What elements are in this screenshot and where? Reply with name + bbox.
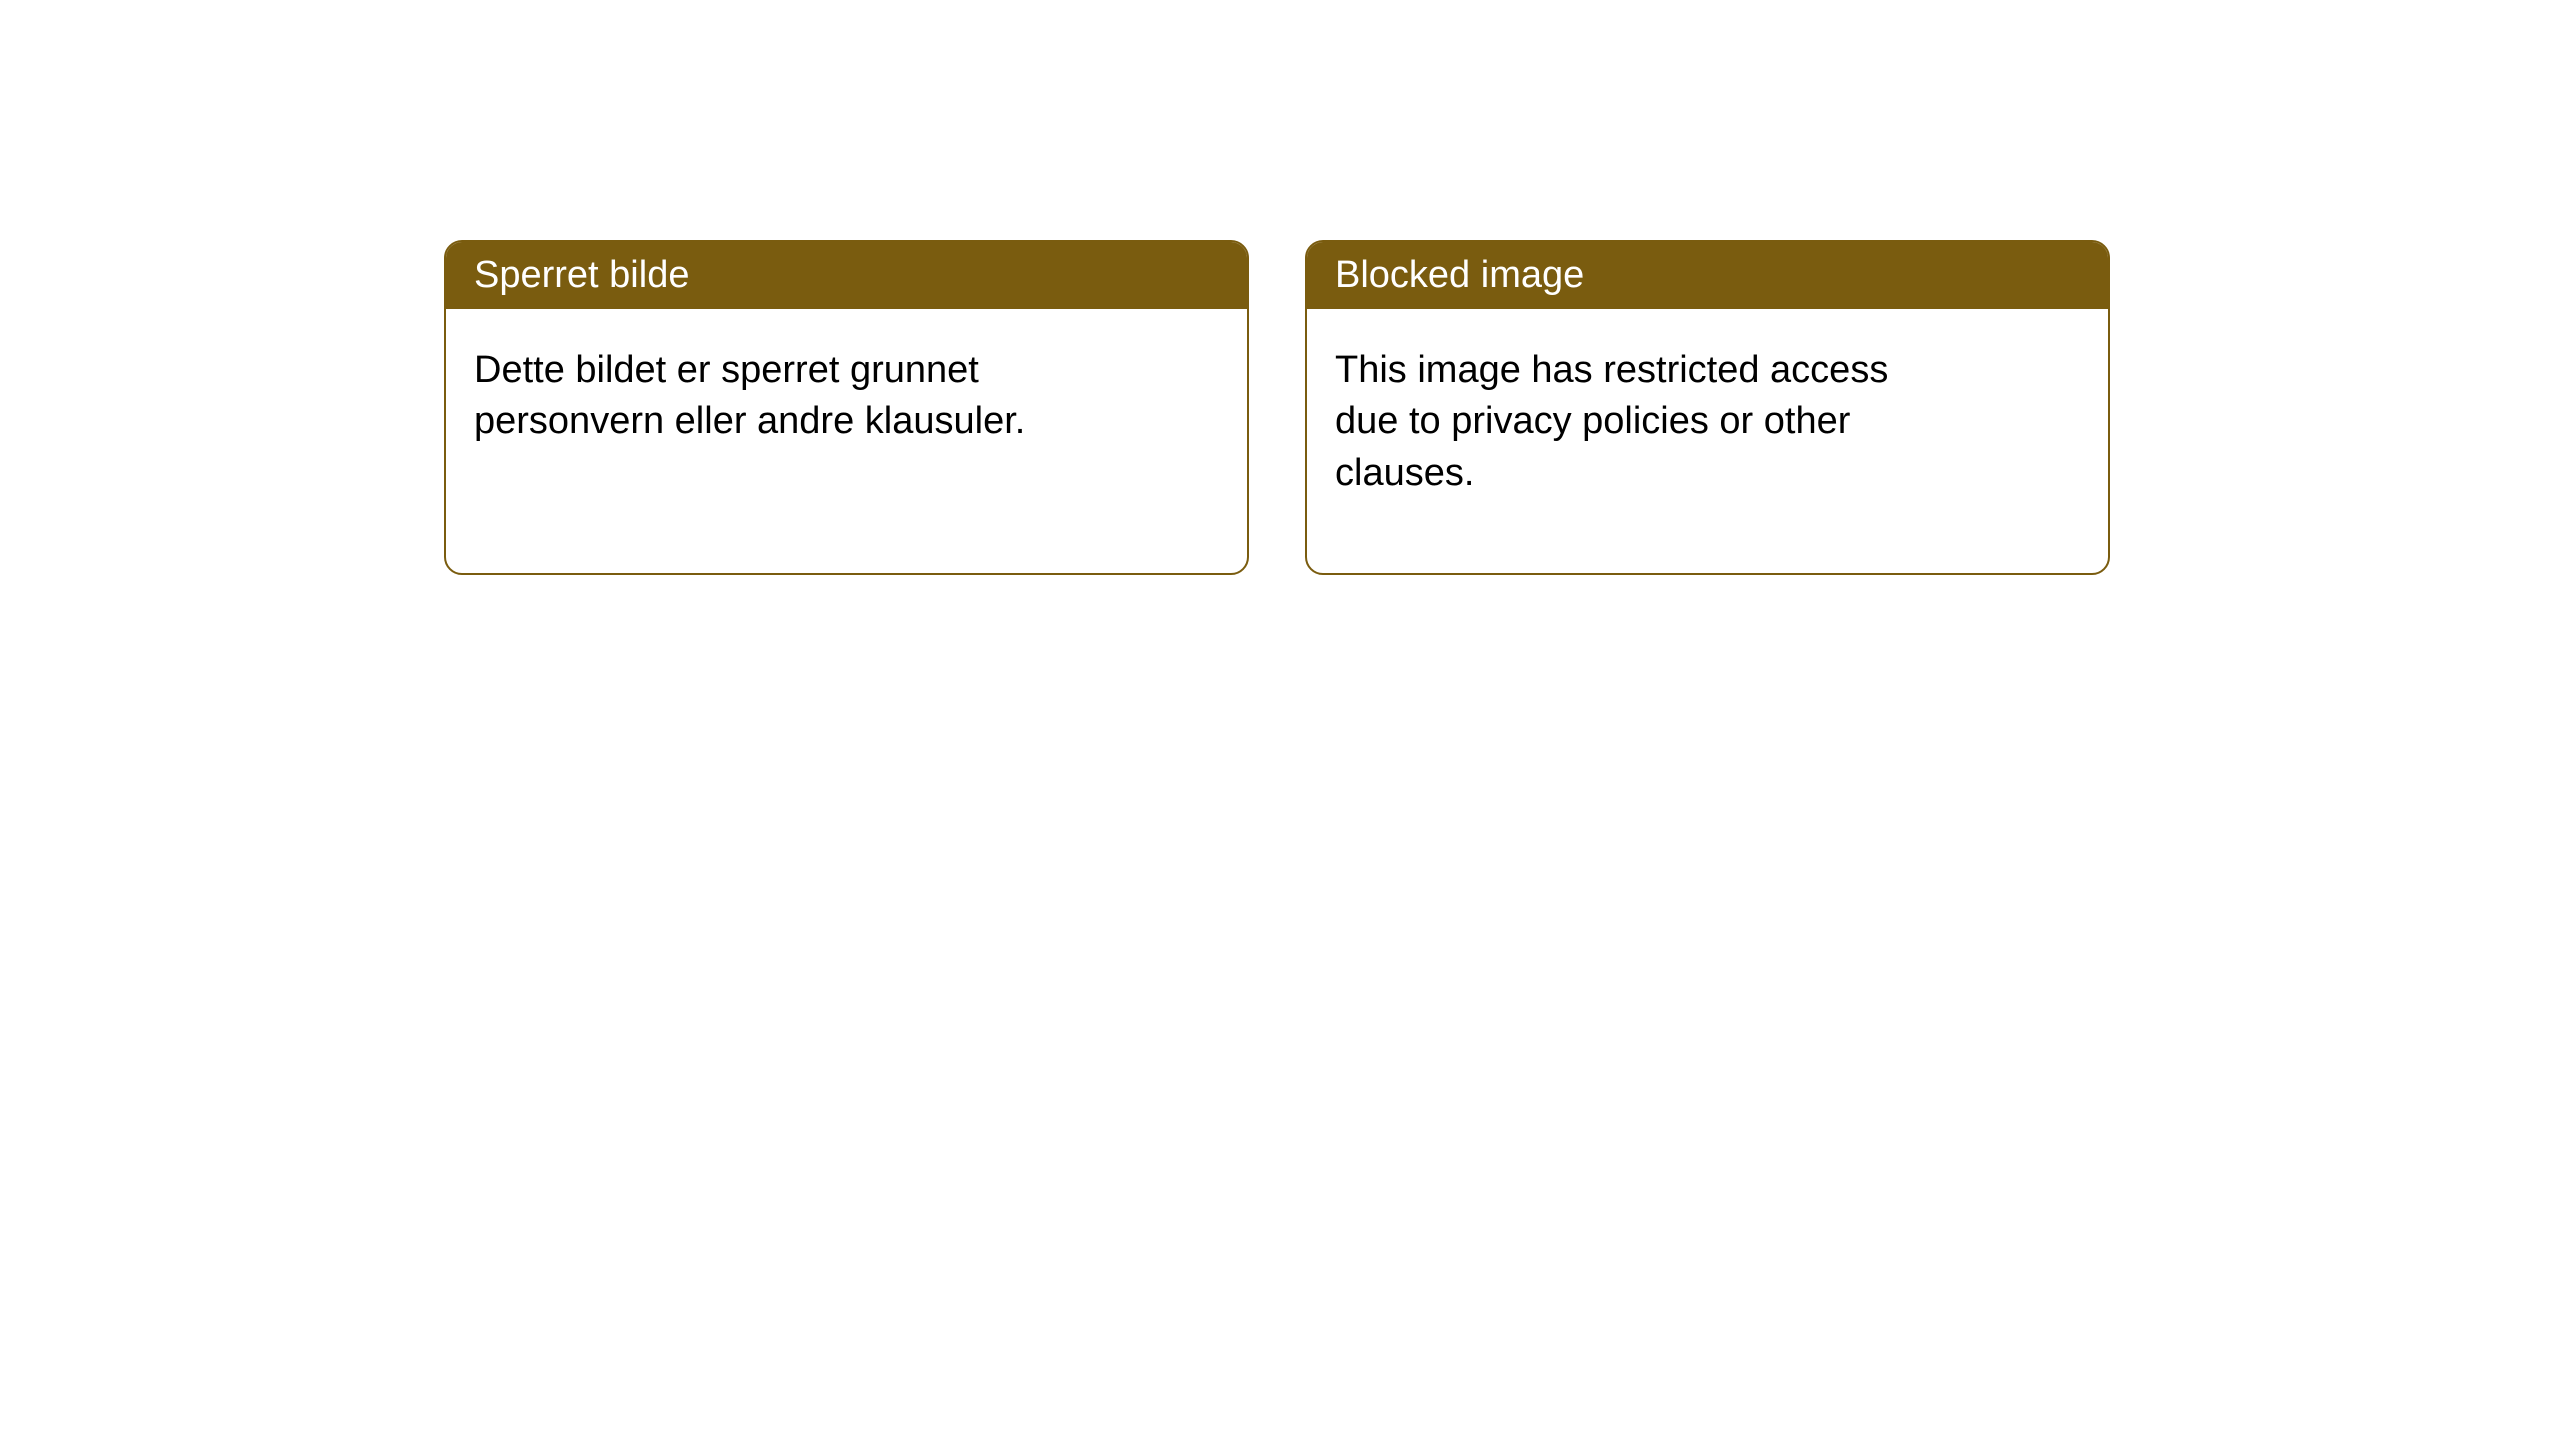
card-body-text: This image has restricted access due to … bbox=[1335, 349, 1888, 494]
card-header: Sperret bilde bbox=[446, 242, 1247, 309]
blocked-image-card-en: Blocked image This image has restricted … bbox=[1305, 240, 2110, 575]
card-title: Blocked image bbox=[1335, 254, 1584, 296]
blocked-image-card-no: Sperret bilde Dette bildet er sperret gr… bbox=[444, 240, 1249, 575]
card-body: Dette bildet er sperret grunnet personve… bbox=[446, 309, 1126, 484]
cards-container: Sperret bilde Dette bildet er sperret gr… bbox=[0, 0, 2560, 575]
card-header: Blocked image bbox=[1307, 242, 2108, 309]
card-body: This image has restricted access due to … bbox=[1307, 309, 1987, 535]
card-title: Sperret bilde bbox=[474, 254, 689, 296]
card-body-text: Dette bildet er sperret grunnet personve… bbox=[474, 349, 1025, 442]
